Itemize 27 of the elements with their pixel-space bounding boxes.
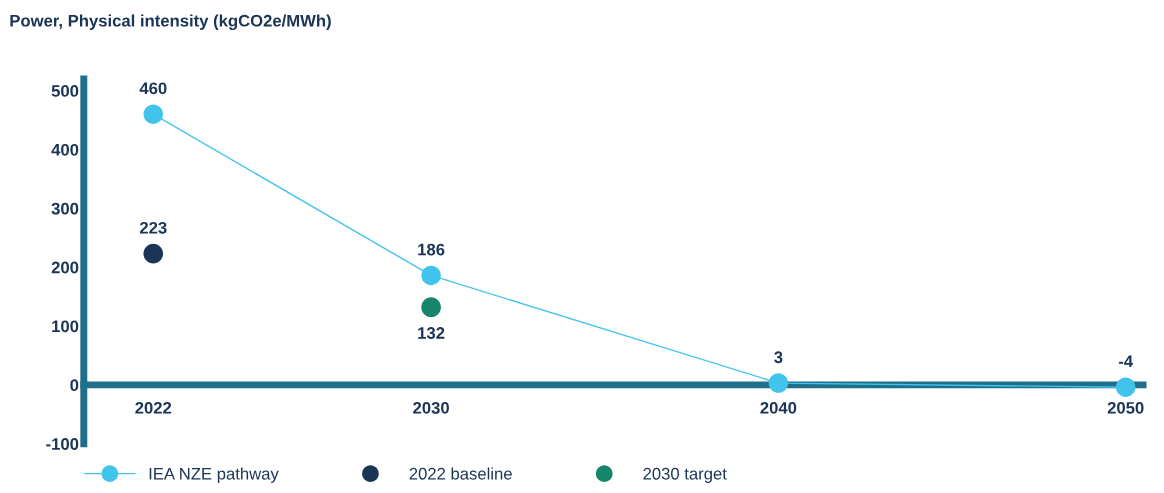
point xyxy=(1115,377,1136,397)
point xyxy=(143,104,163,124)
y-tick-label: 100 xyxy=(52,320,79,333)
data-label: 132 xyxy=(418,327,445,339)
y-tick-label: 500 xyxy=(51,85,79,97)
data-label: -4 xyxy=(1118,355,1133,368)
data-label: 223 xyxy=(139,221,167,234)
y-tick-label: 200 xyxy=(51,261,79,274)
x-tick-label: 2050 xyxy=(1107,401,1144,414)
x-tick-label: 2040 xyxy=(760,401,797,414)
data-label: 186 xyxy=(418,243,445,256)
y-tick-label: 400 xyxy=(51,143,79,156)
legend-label: 2022 baseline xyxy=(409,467,512,480)
y-tick-label: -100 xyxy=(46,438,79,450)
point xyxy=(421,265,441,286)
y-tick-label: 0 xyxy=(70,379,79,392)
chart-title: Power, Physical intensity (kgCO2e/MWh) xyxy=(10,14,331,30)
data-label: 460 xyxy=(139,82,167,95)
x-tick-label: 2030 xyxy=(413,401,449,414)
point xyxy=(768,373,789,393)
data-label: 3 xyxy=(774,351,783,364)
point xyxy=(421,297,441,318)
x-tick-label: 2022 xyxy=(135,401,172,414)
y-tick-label: 300 xyxy=(51,202,79,215)
legend-label: 2030 target xyxy=(643,467,727,483)
point xyxy=(143,243,164,264)
legend-label: IEA NZE pathway xyxy=(149,467,279,483)
